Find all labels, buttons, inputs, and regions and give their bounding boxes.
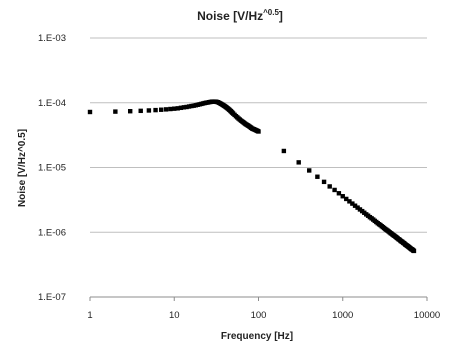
- data-point: [153, 107, 158, 113]
- y-tick-labels: 1.E-07 1.E-06 1.E-05 1.E-04 1.E-03: [38, 33, 66, 303]
- data-point: [281, 148, 287, 154]
- data-point: [307, 168, 312, 173]
- data-point: [357, 207, 363, 212]
- data-point: [172, 106, 177, 111]
- data-point: [138, 108, 143, 114]
- data-point: [175, 106, 180, 111]
- data-point: [184, 104, 189, 110]
- data-point: [344, 196, 349, 202]
- data-point: [256, 129, 261, 134]
- x-tick-label: 1: [87, 310, 92, 321]
- chart-title: Noise [V/Hz^0.5]: [197, 8, 283, 23]
- data-point: [347, 199, 352, 204]
- data-point: [128, 109, 133, 114]
- grid-lines: [90, 37, 427, 233]
- data-point: [332, 187, 337, 193]
- x-tick-label: 1000: [332, 310, 353, 321]
- data-point: [352, 203, 358, 208]
- data-point: [355, 205, 360, 210]
- chart-title-main: Noise [V/Hz: [197, 9, 263, 23]
- data-point: [321, 179, 327, 185]
- y-tick-label: 1.E-06: [38, 227, 66, 238]
- data-point: [186, 104, 192, 109]
- data-point: [189, 103, 194, 109]
- data-point: [315, 174, 320, 179]
- data-points: [87, 99, 417, 254]
- axes: [89, 296, 428, 301]
- data-point: [411, 248, 417, 254]
- y-axis-title: Noise [V/Hz^0.5]: [17, 129, 28, 207]
- data-point: [146, 108, 152, 113]
- data-point: [113, 109, 118, 114]
- x-axis-title: Frequency [Hz]: [221, 331, 293, 342]
- y-tick-label: 1.E-05: [38, 163, 66, 174]
- chart-title-close: ]: [279, 9, 283, 23]
- x-tick-label: 100: [251, 310, 267, 321]
- x-tick-label: 10: [169, 310, 180, 321]
- x-tick-labels: 1 10 100 1000 10000: [87, 310, 440, 321]
- y-tick-label: 1.E-03: [38, 33, 66, 44]
- data-point: [296, 160, 301, 165]
- data-point: [336, 191, 342, 196]
- chart-title-superscript: ^0.5: [263, 8, 279, 17]
- x-tick-label: 10000: [414, 310, 440, 321]
- data-point: [163, 107, 169, 112]
- data-point: [350, 201, 355, 206]
- data-point: [87, 109, 93, 115]
- data-point: [159, 107, 164, 112]
- data-point: [181, 105, 187, 110]
- y-tick-label: 1.E-04: [38, 98, 66, 109]
- data-point: [168, 106, 173, 112]
- data-point: [340, 194, 345, 199]
- data-point: [327, 184, 332, 189]
- y-tick-label: 1.E-07: [38, 292, 66, 303]
- data-point: [178, 105, 184, 111]
